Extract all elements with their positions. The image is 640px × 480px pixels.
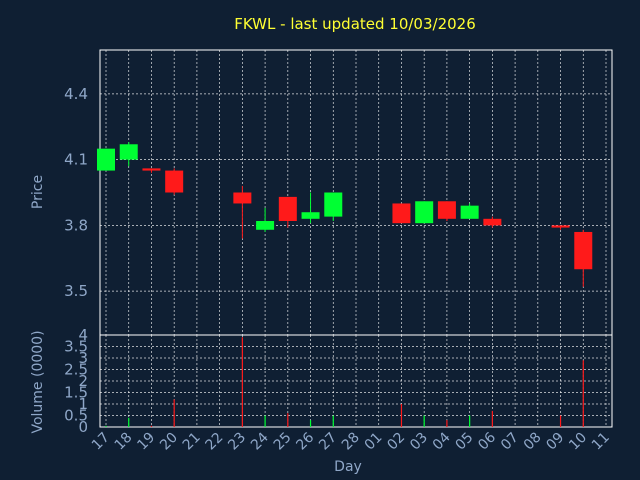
- volume-tick-label: 3.5: [64, 338, 88, 356]
- price-tick-label: 3.8: [64, 216, 88, 234]
- candle-body: [119, 144, 138, 160]
- x-tick-label: 08: [521, 430, 545, 454]
- volume-bars: [105, 337, 584, 427]
- volume-plot-frame: [99, 334, 613, 428]
- price-y-ticks: 4.4 4.1 3.8 3.5: [64, 85, 88, 300]
- candle-body: [256, 221, 275, 230]
- candle-body: [551, 225, 570, 228]
- candle-body: [437, 201, 456, 219]
- candle-body: [97, 148, 115, 171]
- chart-title: FKWL - last updated 10/03/2026: [234, 15, 476, 33]
- price-axis-label: Price: [30, 175, 46, 209]
- x-tick-label: 06: [475, 429, 499, 453]
- x-tick-label: 19: [134, 430, 158, 454]
- x-tick-label: 11: [589, 430, 613, 454]
- x-tick-label: 01: [362, 430, 386, 454]
- volume-tick-label: 3: [78, 349, 88, 367]
- price-tick-label: 4.4: [64, 85, 88, 103]
- volume-tick-label: 4: [78, 326, 88, 344]
- volume-y-ticks: 00.511.522.533.54: [64, 326, 88, 436]
- volume-tick-label: 0.5: [64, 407, 88, 425]
- candle-body: [233, 192, 252, 204]
- x-tick-label: 10: [566, 430, 590, 454]
- candle-body: [460, 205, 479, 219]
- volume-grid: [100, 334, 612, 428]
- x-tick-label: 26: [293, 429, 317, 453]
- x-tick-label: 07: [498, 430, 522, 454]
- volume-axis-label: Volume (0000): [30, 330, 46, 433]
- candle-body: [324, 192, 343, 217]
- volume-tick-label: 2: [78, 372, 88, 390]
- x-tick-label: 21: [180, 430, 204, 454]
- candle-body: [165, 170, 184, 193]
- x-tick-label: 28: [339, 430, 363, 454]
- candle-body: [142, 168, 161, 171]
- x-tick-label: 22: [203, 430, 227, 454]
- x-tick-label: 24: [248, 429, 272, 453]
- x-tick-label: 27: [316, 430, 340, 454]
- volume-tick-label: 1: [78, 395, 88, 413]
- price-tick-label: 3.5: [64, 282, 88, 300]
- x-tick-label: 09: [543, 430, 567, 454]
- x-tick-label: 25: [271, 430, 295, 454]
- x-tick-label: 20: [157, 430, 181, 454]
- candle-body: [301, 212, 320, 219]
- x-axis-label: Day: [334, 459, 362, 475]
- candle-body: [483, 218, 502, 226]
- x-tick-label: 02: [384, 430, 408, 454]
- x-ticks: 1718192021222324252627280102030405060708…: [89, 429, 613, 453]
- x-tick-label: 04: [430, 429, 454, 453]
- candle-body: [415, 201, 434, 224]
- volume-tick-label: 1.5: [64, 384, 88, 402]
- volume-tick-label: 0: [78, 418, 88, 436]
- x-tick-label: 03: [407, 430, 431, 454]
- x-tick-label: 23: [225, 430, 249, 454]
- candle-body: [278, 196, 297, 221]
- x-tick-label: 05: [453, 430, 477, 454]
- candles: [97, 142, 593, 287]
- candle-body: [574, 231, 593, 270]
- candle-body: [392, 203, 411, 224]
- price-tick-label: 4.1: [64, 151, 88, 169]
- x-tick-label: 17: [89, 430, 113, 454]
- volume-tick-label: 2.5: [64, 361, 88, 379]
- price-grid: [100, 50, 612, 335]
- x-tick-label: 18: [112, 430, 136, 454]
